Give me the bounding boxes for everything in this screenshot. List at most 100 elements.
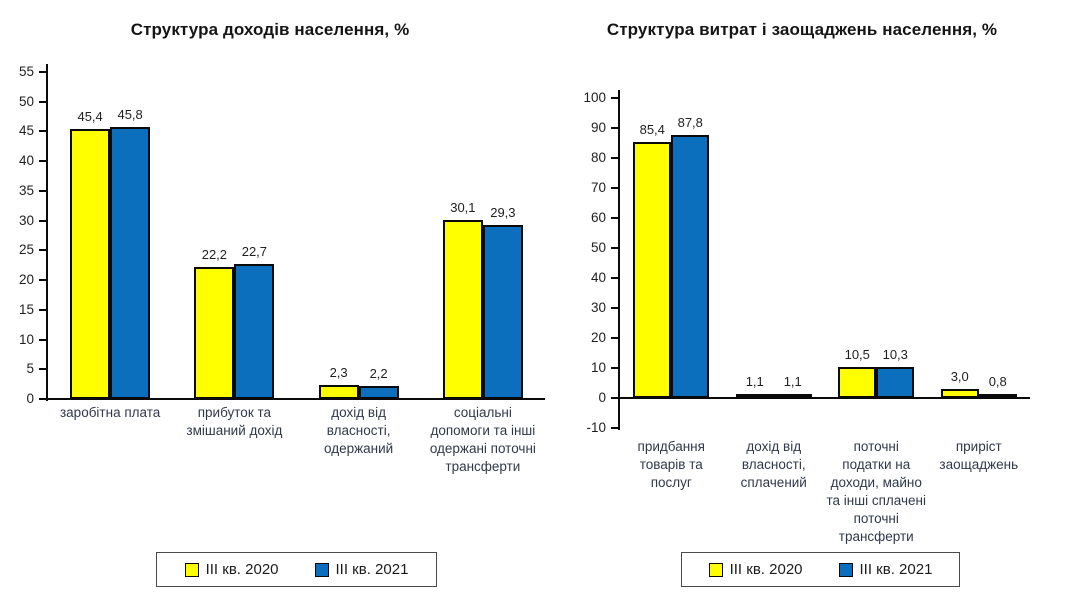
category-label: дохід від власності, сплачений: [740, 439, 807, 491]
y-axis-tick-label: 15: [18, 301, 34, 317]
y-axis-tick-label: 50: [18, 93, 34, 109]
y-axis-tick: [611, 367, 618, 369]
legend-item-2020: III кв. 2020: [184, 561, 279, 578]
bar-2021: [110, 126, 151, 399]
y-axis-tick: [611, 217, 618, 219]
y-axis-tick-label: 35: [18, 182, 34, 198]
y-axis-tick-label: 100: [583, 90, 606, 105]
y-axis-tick-label: 80: [590, 150, 606, 165]
category-label: придбання товарів та послуг: [637, 439, 705, 491]
legend-swatch-2020: [184, 562, 199, 577]
expenditure-chart-title: Структура витрат і заощаджень населення,…: [606, 20, 998, 39]
y-axis-tick-label: 5: [26, 361, 34, 377]
y-axis-tick: [611, 427, 618, 429]
category-label: дохід від власності, одержаний: [324, 405, 394, 457]
y-axis-tick-label: 30: [18, 212, 34, 228]
y-axis-line: [618, 90, 620, 430]
x-axis-line: [620, 397, 1030, 399]
bar-2020: [633, 141, 672, 398]
y-axis-tick: [39, 368, 46, 371]
y-axis-tick-label: 20: [18, 272, 34, 288]
bar-value-label: 45,4: [77, 109, 103, 125]
y-axis-tick-label: 40: [18, 153, 34, 169]
legend-item-2020: III кв. 2020: [708, 561, 803, 578]
y-axis-tick: [39, 70, 46, 73]
y-axis-tick: [39, 249, 46, 252]
bar-2021: [671, 134, 710, 398]
y-axis-tick-label: 10: [18, 331, 34, 347]
bar-value-label: 87,8: [677, 114, 703, 130]
legend-label-2020: III кв. 2020: [205, 561, 279, 578]
y-axis-tick: [39, 160, 46, 163]
y-axis-tick-label: 55: [18, 63, 34, 79]
y-axis-tick-label: 0: [598, 390, 606, 405]
bar-value-label: 10,3: [882, 347, 908, 363]
y-axis-tick-label: 10: [590, 360, 606, 375]
y-axis-tick-label: 70: [590, 180, 606, 195]
bar-value-label: 22,7: [241, 244, 268, 260]
bar-value-label: 45,8: [117, 106, 143, 122]
category-label: прибуток та змішаний дохід: [186, 405, 283, 439]
bar-value-label: 1,1: [783, 374, 802, 389]
y-axis-tick: [39, 279, 46, 282]
y-axis-tick-label: 20: [590, 330, 606, 345]
y-axis-tick: [611, 277, 618, 279]
y-axis-tick-label: 90: [590, 120, 606, 135]
legend-label-2021: III кв. 2021: [859, 561, 933, 578]
y-axis-tick-label: 50: [590, 240, 606, 255]
y-axis-tick: [611, 247, 618, 249]
bar-value-label: 22,2: [201, 247, 228, 262]
category-label: заробітна плата: [59, 405, 161, 420]
bar-2020: [838, 366, 877, 398]
bar-value-label: 30,1: [450, 200, 476, 216]
y-axis-tick-label: 45: [18, 123, 34, 139]
legend-swatch-2021: [314, 562, 329, 577]
bar-2021: [978, 394, 1017, 398]
bar-value-label: 29,3: [490, 204, 516, 220]
y-axis-tick: [39, 338, 46, 341]
y-axis-tick: [39, 308, 46, 311]
bar-2021: [358, 385, 399, 399]
category-label: поточні податки на доходи, майно та інші…: [826, 439, 926, 545]
y-axis-tick-label: 60: [590, 210, 606, 225]
legend-box: III кв. 2020 III кв. 2021: [681, 552, 960, 587]
bar-2020: [735, 394, 774, 398]
legend-label-2020: III кв. 2020: [729, 561, 803, 578]
legend-label-2021: III кв. 2021: [335, 561, 409, 578]
legend-item-2021: III кв. 2021: [314, 561, 409, 578]
y-axis-tick: [611, 187, 618, 189]
y-axis-tick-label: 25: [18, 242, 34, 258]
legend-box: III кв. 2020 III кв. 2021: [156, 552, 437, 587]
bar-2020: [194, 267, 235, 399]
y-axis-tick: [611, 157, 618, 159]
bar-value-label: 1,1: [745, 374, 764, 389]
bar-2020: [940, 389, 979, 398]
bar-value-label: 85,4: [639, 121, 665, 137]
bar-2020: [442, 220, 483, 399]
bar-2021: [773, 394, 812, 398]
y-axis-tick: [39, 189, 46, 192]
y-axis-tick: [611, 127, 618, 129]
y-axis-tick: [611, 337, 618, 339]
bar-value-label: 3,0: [950, 369, 969, 384]
y-axis-tick: [39, 130, 46, 133]
bar-2021: [876, 367, 915, 398]
bar-value-label: 2,3: [329, 365, 348, 381]
category-label: приріст заощаджень: [939, 439, 1019, 473]
y-axis-tick: [611, 397, 618, 399]
y-axis-line: [46, 64, 48, 401]
bar-2020: [318, 385, 359, 399]
y-axis-tick-label: 40: [590, 270, 606, 285]
bar-value-label: 0,8: [988, 374, 1007, 389]
legend-swatch-2021: [838, 562, 853, 577]
y-axis-tick: [611, 97, 618, 99]
y-axis-tick-label: -10: [586, 420, 606, 435]
y-axis-tick: [39, 219, 46, 222]
y-axis-tick: [39, 398, 46, 400]
y-axis-tick: [611, 307, 618, 309]
bar-value-label: 2,2: [369, 365, 388, 381]
income-chart-title: Структура доходів населення, %: [130, 20, 410, 39]
legend-swatch-2020: [708, 562, 723, 577]
y-axis-tick-label: 0: [26, 391, 34, 406]
